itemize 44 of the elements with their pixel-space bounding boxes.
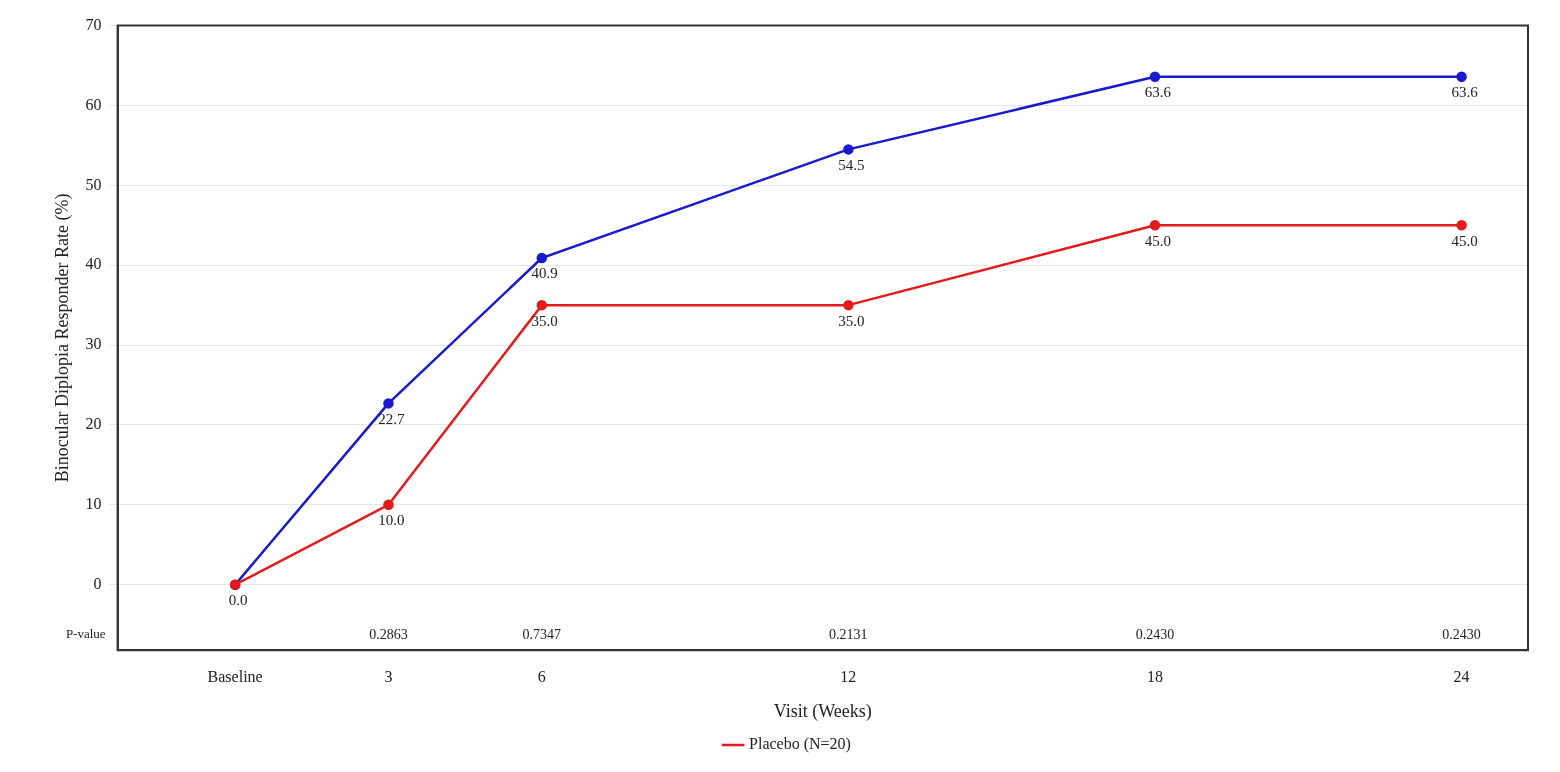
data-label: 10.0 [378,512,405,529]
point [1149,71,1161,82]
data-label: 45.0 [1144,232,1172,249]
data-label: 22.7 [378,410,406,427]
data-label: 54.5 [838,156,865,173]
point [843,299,854,311]
y-tick-label: 60 [85,95,102,113]
x-tick-label: 3 [384,668,393,685]
data-label: 63.6 [1451,84,1479,101]
data-label: 63.6 [1144,84,1172,101]
data-label: 0.0 [228,592,248,609]
annotation: 0.7347 [522,626,561,642]
data-label: 35.0 [838,312,865,329]
x-tick-label: 12 [840,668,857,685]
data-label: 40.9 [531,265,558,282]
y-tick-label: 10 [85,495,102,513]
point [843,144,854,155]
y-tick-label: 0 [93,574,102,592]
text: P-value [65,626,106,642]
x-tick-label: 6 [537,668,546,685]
point [1149,220,1161,231]
point [383,398,394,409]
data-label: 45.0 [1451,232,1478,249]
point [536,299,547,311]
point [1456,220,1467,231]
x-tick-label: 24 [1453,668,1470,685]
point [1456,71,1467,82]
x-tick-label: 18 [1146,668,1163,685]
annotation: 0.2131 [829,626,868,642]
y-axis-title: Binocular Diplopia Responder Rate (%) [51,193,73,483]
point [383,499,394,511]
point [536,252,547,264]
annotation: 0.2430 [1442,626,1481,642]
annotation: 0.2430 [1135,626,1175,642]
legend-label: Placebo (N=20) [749,735,851,754]
x-tick-label: Baseline [207,668,263,685]
y-tick-label: 50 [85,175,102,193]
x-axis-title: Visit (Weeks) [773,700,872,722]
y-tick-label: 20 [85,415,102,433]
annotation: 0.2863 [369,626,408,642]
y-tick-label: 40 [85,255,102,273]
y-tick-label: 70 [85,15,102,33]
data-label: 35.0 [531,312,558,329]
y-tick-label: 30 [85,335,102,353]
